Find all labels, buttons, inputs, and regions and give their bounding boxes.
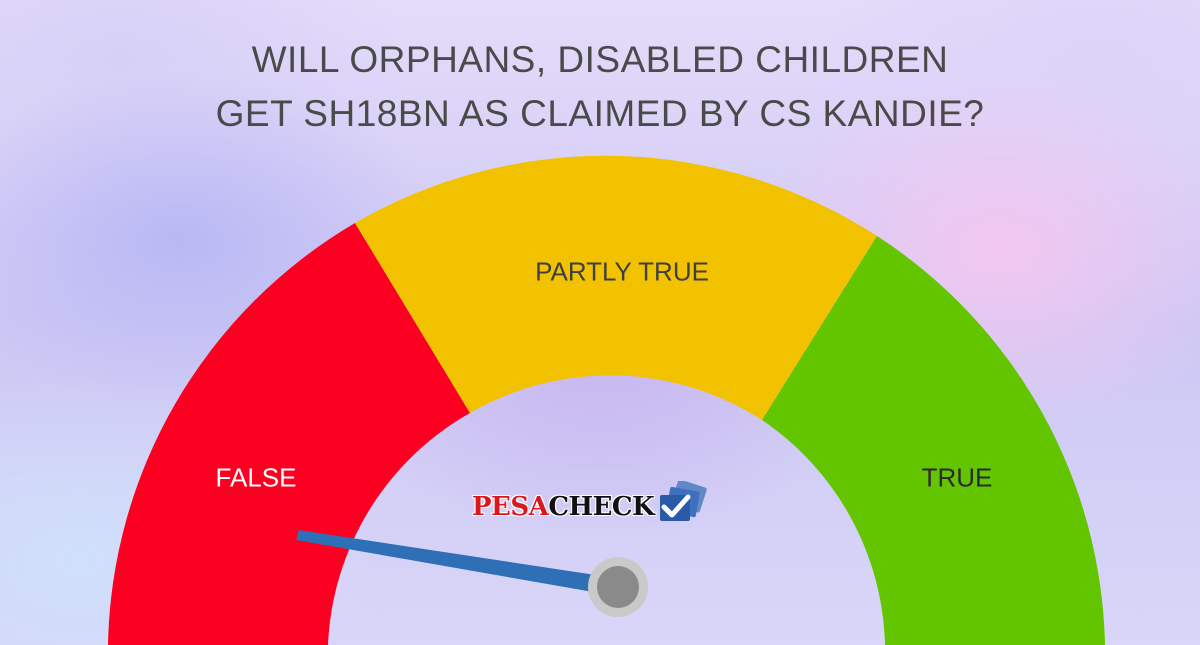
gauge-segment-false (108, 223, 470, 645)
segment-label-partly-true: PARTLY TRUE (535, 256, 709, 287)
checkmark-icon (660, 481, 707, 521)
gauge-needle (296, 530, 622, 596)
headline-line-1: WILL ORPHANS, DISABLED CHILDREN (251, 39, 949, 80)
logo-pesa-text: PESA (472, 492, 549, 522)
gauge-hub (597, 566, 639, 608)
gauge-segment-true (762, 236, 1105, 645)
segment-label-false: FALSE (215, 462, 297, 493)
segment-label-true: TRUE (921, 462, 993, 493)
pesacheck-logo: PESA CHECK (472, 481, 714, 532)
logo-check-text: CHECK (548, 492, 655, 522)
gauge-segment-partly-true (355, 155, 877, 421)
headline-line-2: GET SH18BN AS CLAIMED BY CS KANDIE? (215, 93, 985, 134)
